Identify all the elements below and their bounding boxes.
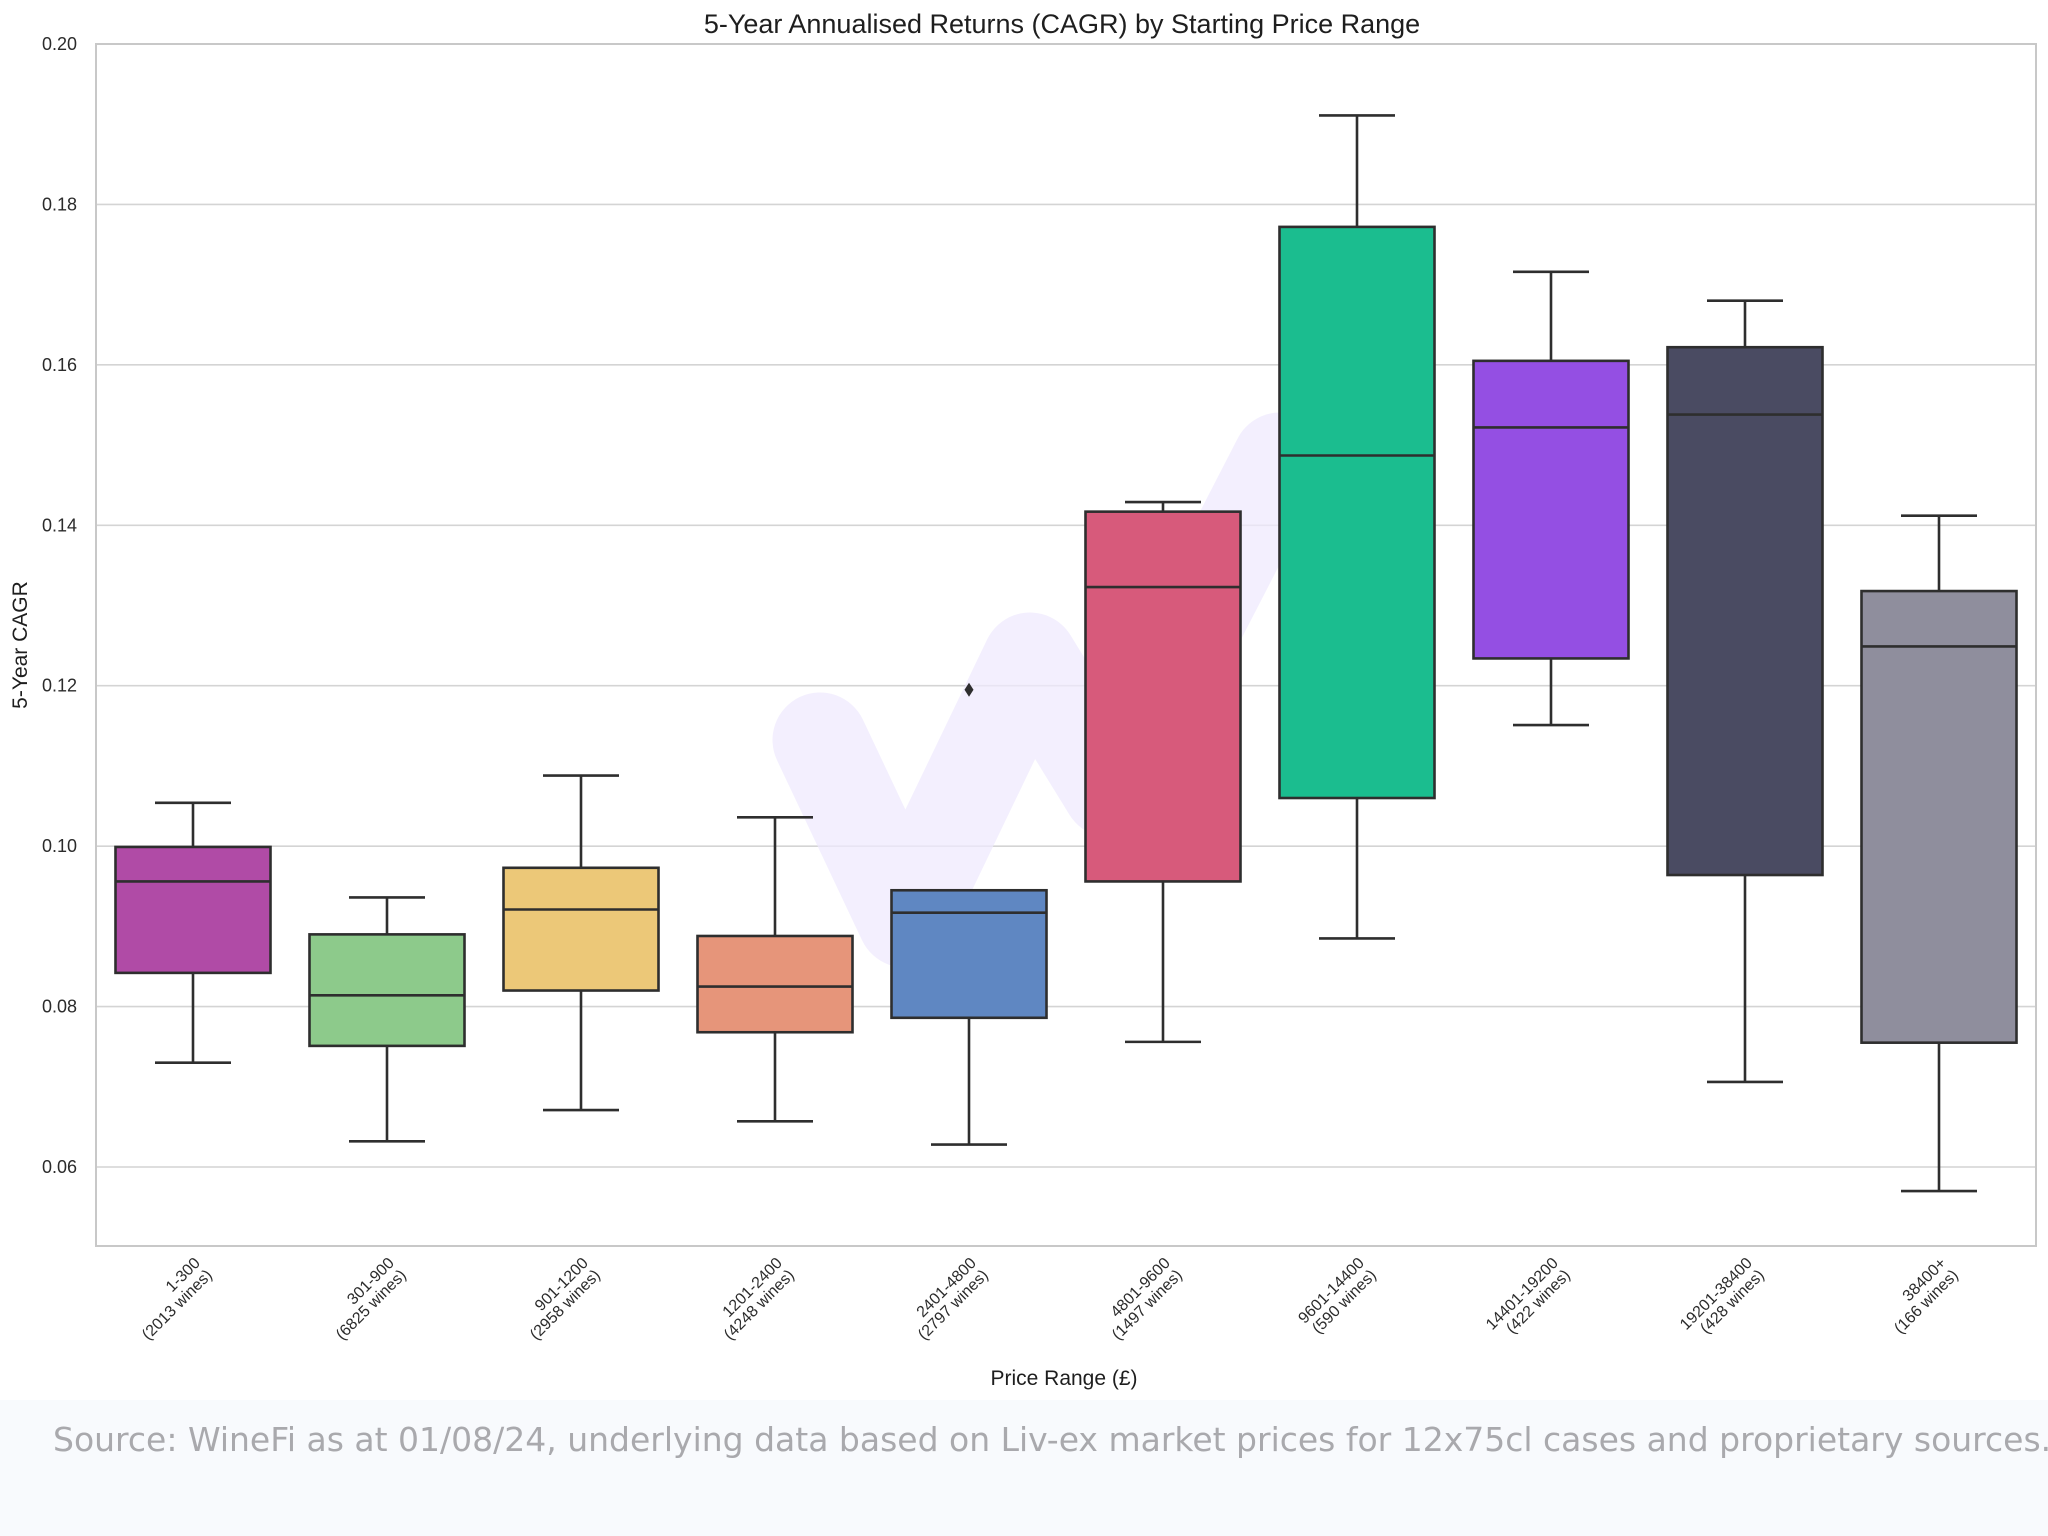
chart-area: 5-Year Annualised Returns (CAGR) by Star… [9, 9, 2037, 1390]
box-group [1666, 299, 1824, 1084]
y-axis-label: 5-Year CAGR [9, 581, 32, 709]
y-tick-label: 0.16 [42, 355, 77, 375]
x-tick-label: 9601-14400(590 wines) [1295, 1255, 1380, 1340]
iqr-box [308, 933, 466, 1048]
chart-title: 5-Year Annualised Returns (CAGR) by Star… [704, 9, 1420, 39]
y-tick-label: 0.18 [42, 194, 77, 214]
box-group [1278, 114, 1436, 940]
box-plot: 5-Year Annualised Returns (CAGR) by Star… [9, 9, 2037, 1390]
plot-frame [95, 43, 2037, 1247]
box-group [1860, 514, 2018, 1193]
iqr-box [1084, 510, 1242, 883]
boxes [114, 114, 2018, 1193]
x-tick-label: 38400+(166 wines) [1879, 1255, 1962, 1338]
x-tick-label: 4801-9600(1497 wines) [1097, 1255, 1186, 1344]
source-note: Source: WineFi as at 01/08/24, underlyin… [53, 1420, 2048, 1459]
box-group [696, 815, 854, 1123]
box-group [1084, 500, 1242, 1044]
x-tick-label: 901-1200(2958 wines) [515, 1255, 604, 1344]
x-tick-label: 301-900(6825 wines) [321, 1255, 410, 1344]
box-group [502, 774, 660, 1112]
box-group [890, 682, 1048, 1146]
x-axis-label: Price Range (£) [990, 1367, 1137, 1390]
box-group [1472, 270, 1630, 727]
y-tick-label: 0.08 [42, 997, 77, 1017]
iqr-box [1472, 359, 1630, 660]
y-tick-label: 0.06 [42, 1157, 77, 1177]
y-tick-label: 0.12 [42, 676, 77, 696]
iqr-box [696, 934, 854, 1034]
x-tick-label: 1-300(2013 wines) [127, 1255, 216, 1344]
x-tick-label: 19201-38400(428 wines) [1677, 1255, 1768, 1346]
iqr-box [1278, 225, 1436, 800]
y-tick-label: 0.20 [42, 34, 77, 54]
iqr-box [502, 866, 660, 992]
x-tick-label: 1201-2400(4248 wines) [709, 1255, 798, 1344]
y-tick-label: 0.10 [42, 836, 77, 856]
y-tick-label: 0.14 [42, 515, 77, 535]
outlier-point [964, 682, 974, 697]
y-axis-ticks: 0.06 0.08 0.10 0.12 0.14 0.16 0.18 0.20 [42, 34, 77, 1177]
iqr-box [114, 845, 272, 975]
x-tick-label: 2401-4800(2797 wines) [903, 1255, 992, 1344]
iqr-box [1860, 589, 2018, 1044]
box-group [114, 801, 272, 1065]
footer: Source: WineFi as at 01/08/24, underlyin… [0, 1400, 2048, 1536]
box-group [308, 896, 466, 1143]
iqr-box [890, 888, 1048, 1020]
x-axis-ticks: 1-300(2013 wines) 301-900(6825 wines) 901-… [127, 1255, 1962, 1346]
x-tick-label: 14401-19200(422 wines) [1483, 1255, 1574, 1346]
iqr-box [1666, 345, 1824, 877]
